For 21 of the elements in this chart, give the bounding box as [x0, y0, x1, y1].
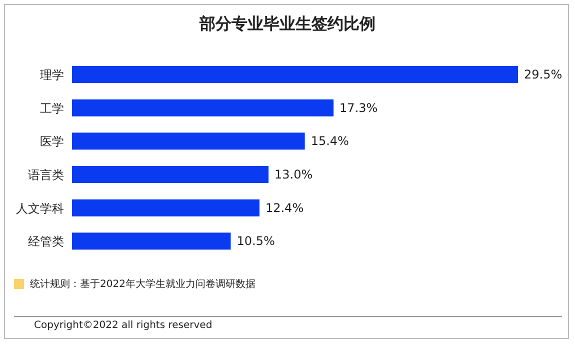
bar [72, 166, 269, 183]
y-tick-label: 经管类 [28, 234, 64, 249]
bar [72, 66, 518, 83]
text: 统计规则：基于2022年大学生就业力问卷调研数据 [30, 278, 256, 291]
data-label: 13.0% [274, 168, 313, 182]
y-tick-label: 语言类 [28, 168, 64, 182]
y-tick-label: 理学 [40, 68, 64, 82]
bar [72, 99, 334, 116]
text: Copyright©2022 all rights reserved [34, 320, 212, 331]
data-label: 17.3% [340, 100, 378, 115]
data-label: 15.4% [310, 134, 349, 148]
y-tick-label: 工学 [40, 101, 64, 116]
bar [72, 132, 305, 150]
data-label: 29.5% [524, 68, 562, 82]
bar [72, 199, 260, 216]
chart-title: 部分专业毕业生签约比例 [198, 14, 376, 35]
bar [72, 232, 231, 250]
data-label: 12.4% [265, 200, 304, 215]
y-tick-label: 医学 [40, 134, 64, 149]
y-tick-label: 人文学科 [16, 201, 64, 216]
data-label: 10.5% [236, 234, 275, 248]
